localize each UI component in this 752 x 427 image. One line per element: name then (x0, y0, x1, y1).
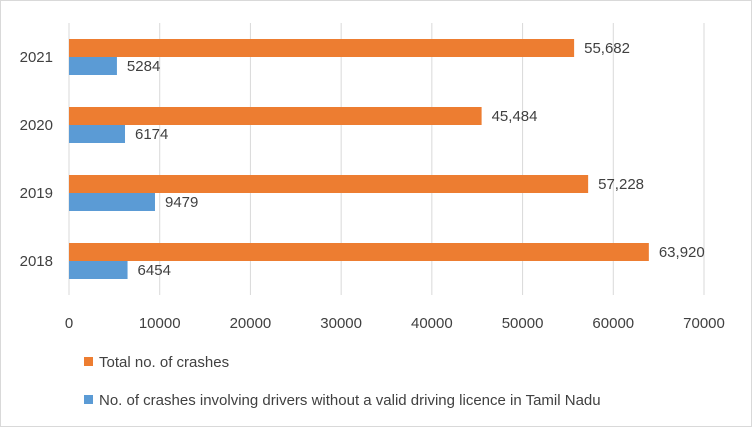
data-label: 5284 (127, 58, 160, 75)
data-label: 55,682 (584, 40, 630, 57)
y-category-label: 2020 (20, 117, 53, 134)
bar-total-crashes (69, 175, 589, 193)
x-tick-label: 40000 (411, 315, 453, 332)
bar-no-licence-crashes (69, 261, 128, 279)
data-label: 6454 (138, 262, 171, 279)
bar-total-crashes (69, 243, 649, 261)
legend-label-no-licence-crashes: No. of crashes involving drivers without… (99, 392, 601, 409)
bar-no-licence-crashes (69, 125, 126, 143)
x-tick-label: 70000 (683, 315, 725, 332)
x-tick-label: 10000 (139, 315, 181, 332)
axes: 0 10000 20000 30000 40000 50000 60000 70000 2018… (20, 49, 725, 332)
y-category-label: 2019 (20, 185, 53, 202)
x-tick-label: 0 (65, 315, 73, 332)
legend: Total no. of crashes No. of crashes invo… (84, 354, 601, 409)
legend-swatch-total-crashes (84, 357, 93, 366)
data-label: 45,484 (492, 108, 538, 125)
x-tick-label: 20000 (230, 315, 272, 332)
legend-swatch-no-licence-crashes (84, 395, 93, 404)
data-label: 57,228 (598, 176, 644, 193)
legend-label-total-crashes: Total no. of crashes (99, 354, 229, 371)
data-label: 6174 (135, 126, 168, 143)
y-category-label: 2021 (20, 49, 53, 66)
bars (69, 39, 649, 279)
data-label: 63,920 (659, 244, 705, 261)
data-label: 9479 (165, 194, 198, 211)
bar-no-licence-crashes (69, 57, 117, 75)
x-tick-label: 60000 (592, 315, 634, 332)
x-tick-label: 50000 (502, 315, 544, 332)
x-tick-label: 30000 (320, 315, 362, 332)
bar-no-licence-crashes (69, 193, 155, 211)
y-category-label: 2018 (20, 253, 53, 270)
bar-total-crashes (69, 39, 575, 57)
bar-total-crashes (69, 107, 482, 125)
data-labels: 63,920 6454 57,228 9479 45,484 6174 55,682 5284 (127, 40, 705, 279)
